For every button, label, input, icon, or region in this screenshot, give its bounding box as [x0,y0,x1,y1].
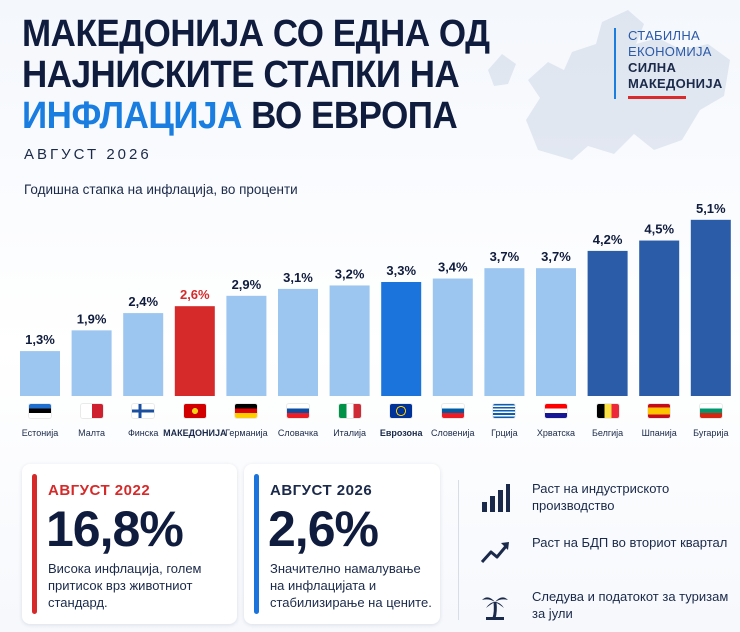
headline: МАКЕДОНИЈА СО ЕДНА ОД НАЈНИСКИТЕ СТАПКИ … [22,14,492,137]
card-accent-bar [254,474,259,614]
data-label-9: 3,4% [438,260,468,275]
brand-underline [628,96,686,99]
country-label-6: Словачка [277,428,319,438]
fact-text: Раст на индустриското производство [532,481,670,513]
bar-5 [226,295,267,396]
data-label-11: 3,7% [541,249,571,264]
bar-4 [174,306,215,396]
card-value: 16,8% [46,501,184,557]
country-label-3: Финска [127,428,159,438]
bar-3 [123,313,164,396]
data-label-2: 1,9% [77,311,107,326]
bar-9 [432,278,473,396]
bar-6 [278,288,318,396]
bar-1 [20,351,60,396]
data-label-1: 1,3% [25,332,55,347]
country-label-5: Германија [225,428,268,438]
belgium-flag [596,404,619,418]
palm-tree-icon [482,597,508,620]
finland-flag [132,404,155,418]
country-label-11: Хрватска [536,428,576,438]
brand-line-1: СТАБИЛНА [628,28,701,43]
data-label-3: 2,4% [128,294,158,309]
card-label: АВГУСТ 2022 [48,482,151,499]
macedonia-flag [183,404,206,418]
country-label-4: МАКЕДОНИЈА [163,428,227,438]
brand-line-4: МАКЕДОНИЈА [628,76,723,91]
fact-item: Раст на индустриското производство [458,474,734,528]
data-label-7: 3,2% [335,266,365,281]
country-label-1: Естонија [21,428,59,438]
chart-subtitle: Годишна стапка на инфлација, во проценти [24,182,298,197]
country-label-7: Италија [333,428,366,438]
slovakia-flag [287,404,309,418]
fact-text: Следува и податокот за туризам за јули [532,589,729,621]
fact-item: Раст на БДП во вториот квартал [458,528,734,582]
data-label-5: 2,9% [232,277,262,292]
fact-item: Следува и податокот за туризам за јули [458,582,734,632]
card-august-2026: АВГУСТ 2026 2,6% Значително намалување н… [244,464,440,624]
bulgaria-flag [699,404,722,418]
card-description: Висока инфлација, голем притисок врз жив… [48,561,202,610]
card-august-2022: АВГУСТ 2022 16,8% Висока инфлација, голе… [22,464,237,624]
bar-13 [639,240,680,396]
country-label-10: Грција [491,428,518,438]
country-label-12: Белгија [592,428,624,438]
bar-12 [587,250,628,396]
data-label-4: 2,6% [180,287,210,302]
europe-map-decoration [488,10,730,160]
greece-flag [493,404,516,418]
bar-7 [329,285,370,396]
estonia-flag [29,404,51,418]
data-label-10: 3,7% [490,249,520,264]
bar-10 [484,268,525,396]
country-label-9: Словенија [431,428,475,438]
croatia-flag [545,404,567,418]
date-label: АВГУСТ 2026 [24,146,152,163]
bar-14 [690,219,731,396]
malta-flag [80,404,103,418]
data-label-8: 3,3% [386,263,416,278]
eu-flag [390,404,413,418]
germany-flag [235,404,258,418]
data-label-14: 5,1% [696,201,726,216]
data-label-6: 3,1% [283,270,313,285]
bar-11 [536,268,576,396]
bar-8 [381,282,422,396]
card-accent-bar [32,474,37,614]
country-label-14: Бугарија [693,428,729,438]
card-description: Значително намалување на инфлацијата и с… [270,561,432,610]
country-label-2: Малта [78,428,106,438]
headline-accent: ИНФЛАЦИЈА [22,95,242,137]
brand-slogan: СТАБИЛНА ЕКОНОМИЈА СИЛНА МАКЕДОНИЈА [614,28,734,99]
data-label-13: 4,5% [644,222,674,237]
headline-line-2: НАЈНИСКИТЕ СТАПКИ НА [22,54,460,96]
fact-text: Раст на БДП во вториот квартал [532,535,728,550]
country-label-8: Еврозона [379,428,423,438]
facts-divider [458,480,459,620]
headline-line-3: ИНФЛАЦИЈА ВО ЕВРОПА [22,95,458,137]
slovenia-flag [441,404,464,418]
trend-up-icon [480,542,509,564]
spain-flag [648,404,671,418]
data-label-12: 4,2% [593,232,623,247]
headline-line-3-rest: ВО ЕВРОПА [241,95,458,137]
bar-2 [71,330,112,396]
inflation-bar-chart: 1,3% 1,9% 2,4% 2,6% 2,9% 3,1% 3,2% 3,3% 3,4% 3,7%… [20,201,731,396]
italy-flag [338,404,361,418]
brand-line-2: ЕКОНОМИЈА [628,44,712,59]
brand-line-3: СИЛНА [628,60,677,75]
country-label-13: Шпанија [641,428,677,438]
card-label: АВГУСТ 2026 [270,482,373,499]
card-value: 2,6% [268,501,379,557]
bar-chart-icon [482,484,510,512]
facts-list: Раст на индустриското производство Раст … [458,474,734,632]
headline-line-1: МАКЕДОНИЈА СО ЕДНА ОД [22,13,490,55]
